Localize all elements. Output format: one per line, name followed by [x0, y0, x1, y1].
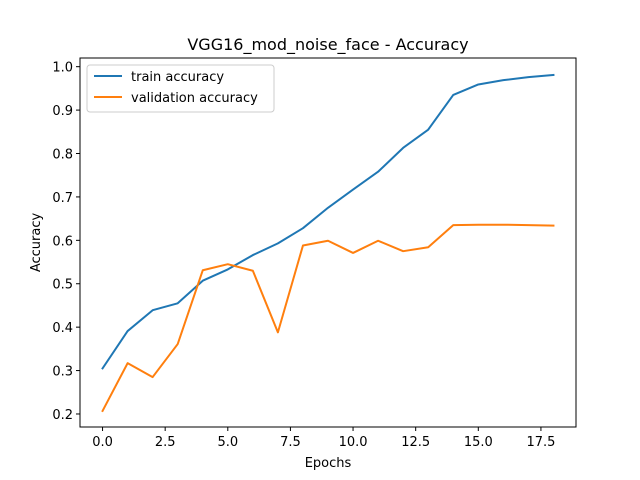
x-tick-label: 2.5 — [155, 435, 176, 450]
plot-area: 0.0 2.5 5.0 7.5 10.0 12.5 15.0 17.5 0.2 0.3 0.4 0.5… — [52, 61, 555, 450]
x-axis-label: Epochs — [305, 456, 352, 471]
x-tick-label: 5.0 — [217, 435, 238, 450]
y-tick-label: 0.4 — [52, 321, 73, 336]
y-tick-label: 0.3 — [52, 365, 73, 380]
legend-label-train: train accuracy — [131, 70, 224, 85]
y-tick-label: 0.2 — [52, 408, 73, 423]
x-tick-label: 12.5 — [401, 435, 430, 450]
legend-label-validation: validation accuracy — [131, 91, 258, 106]
train-accuracy-line — [101, 73, 555, 370]
y-tick-label: 0.6 — [52, 234, 73, 249]
plot-frame — [79, 57, 577, 428]
y-tick-label: 0.8 — [52, 148, 73, 163]
x-tick-label: 7.5 — [280, 435, 301, 450]
y-tick-label: 0.5 — [52, 278, 73, 293]
x-tick-label: 17.5 — [526, 435, 555, 450]
x-tick-label: 10.0 — [339, 435, 368, 450]
y-tick-label: 0.7 — [52, 191, 73, 206]
x-tick-label: 0.0 — [92, 435, 113, 450]
y-axis-label: Accuracy — [29, 213, 44, 273]
chart-title: VGG16_mod_noise_face - Accuracy — [187, 35, 468, 55]
validation-accuracy-line — [101, 223, 555, 413]
legend-box — [86, 64, 275, 113]
legend: train accuracy validation accuracy — [86, 64, 275, 113]
y-tick-label: 1.0 — [52, 61, 73, 76]
y-tick-label: 0.9 — [52, 104, 73, 119]
x-tick-label: 15.0 — [464, 435, 493, 450]
